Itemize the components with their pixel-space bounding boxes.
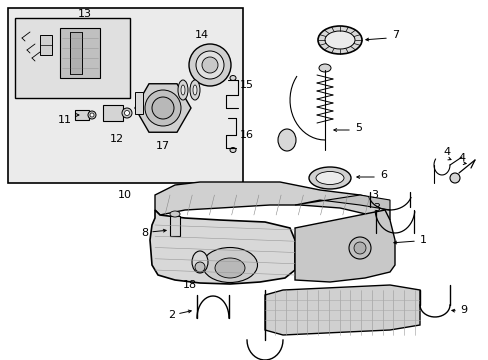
Text: 5: 5 <box>354 123 361 133</box>
Ellipse shape <box>152 97 174 119</box>
Text: 1: 1 <box>419 235 426 245</box>
Text: 6: 6 <box>379 170 386 180</box>
Bar <box>15 18 130 98</box>
Text: 13: 13 <box>78 9 92 19</box>
Ellipse shape <box>90 113 94 117</box>
Ellipse shape <box>181 85 184 95</box>
Ellipse shape <box>88 111 96 119</box>
Ellipse shape <box>192 251 207 273</box>
Ellipse shape <box>317 26 361 54</box>
Text: 3: 3 <box>372 203 379 213</box>
Text: 15: 15 <box>240 80 253 90</box>
Ellipse shape <box>215 258 244 278</box>
Text: 12: 12 <box>110 134 124 144</box>
Bar <box>70 32 82 74</box>
Ellipse shape <box>449 173 459 183</box>
Ellipse shape <box>318 64 330 72</box>
Ellipse shape <box>202 248 257 283</box>
Text: 8: 8 <box>141 228 148 238</box>
Text: 3: 3 <box>370 190 377 200</box>
Ellipse shape <box>122 108 132 118</box>
Text: 4: 4 <box>443 147 449 157</box>
Bar <box>8 8 243 183</box>
Text: 16: 16 <box>240 130 253 140</box>
Text: 9: 9 <box>459 305 466 315</box>
Ellipse shape <box>189 44 230 86</box>
Text: 11: 11 <box>58 115 72 125</box>
Ellipse shape <box>348 237 370 259</box>
Ellipse shape <box>278 129 295 151</box>
Text: 4: 4 <box>458 153 465 163</box>
Text: 10: 10 <box>118 190 132 200</box>
Bar <box>103 105 123 121</box>
Ellipse shape <box>145 90 181 126</box>
Ellipse shape <box>229 76 236 81</box>
Text: 14: 14 <box>195 30 209 40</box>
Ellipse shape <box>178 80 187 100</box>
Ellipse shape <box>315 171 343 185</box>
Polygon shape <box>264 285 419 335</box>
Text: 18: 18 <box>183 280 197 290</box>
Ellipse shape <box>325 31 354 49</box>
Polygon shape <box>155 182 389 220</box>
Bar <box>135 92 142 114</box>
Text: 17: 17 <box>156 141 170 151</box>
Ellipse shape <box>202 57 218 73</box>
Bar <box>60 28 100 78</box>
Ellipse shape <box>170 211 180 217</box>
Ellipse shape <box>308 167 350 189</box>
Ellipse shape <box>195 262 204 272</box>
Text: 7: 7 <box>391 30 398 40</box>
Bar <box>40 35 52 55</box>
Polygon shape <box>135 84 191 132</box>
Polygon shape <box>294 210 394 282</box>
Ellipse shape <box>124 111 129 116</box>
Bar <box>75 110 89 120</box>
Polygon shape <box>294 195 389 210</box>
Ellipse shape <box>353 242 365 254</box>
Ellipse shape <box>196 51 224 79</box>
Ellipse shape <box>229 148 236 153</box>
Ellipse shape <box>190 80 200 100</box>
Ellipse shape <box>193 85 197 95</box>
Bar <box>170 216 180 236</box>
Text: 2: 2 <box>167 310 175 320</box>
Polygon shape <box>150 210 294 284</box>
